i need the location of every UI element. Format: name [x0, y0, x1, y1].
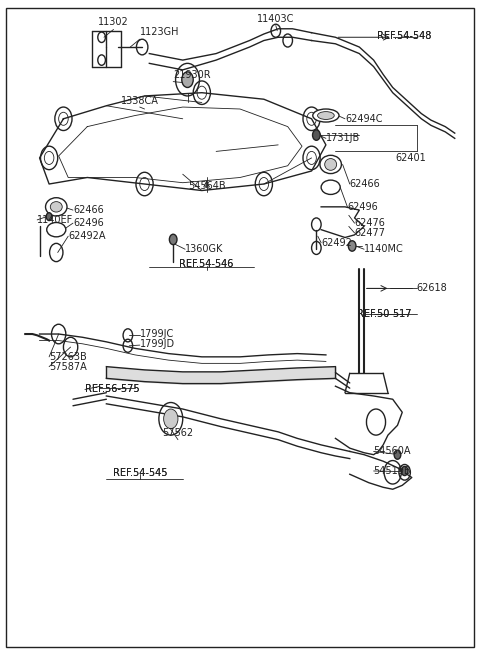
Text: 1140EF: 1140EF — [37, 215, 73, 225]
Text: 57263B: 57263B — [49, 352, 87, 362]
Text: 1360GK: 1360GK — [185, 244, 224, 254]
Text: 54519B: 54519B — [373, 466, 411, 476]
Text: 11302: 11302 — [98, 18, 129, 28]
Text: 11403C: 11403C — [257, 14, 294, 24]
Circle shape — [401, 466, 408, 476]
Text: 1731JB: 1731JB — [326, 134, 360, 143]
Text: REF.50-517: REF.50-517 — [357, 309, 412, 320]
Circle shape — [169, 234, 177, 245]
Ellipse shape — [318, 111, 334, 119]
Text: REF.56-575: REF.56-575 — [85, 384, 140, 394]
Text: 54560A: 54560A — [373, 447, 411, 457]
Text: 62492A: 62492A — [68, 231, 106, 241]
Ellipse shape — [47, 223, 66, 237]
Circle shape — [312, 130, 320, 140]
Text: 62492: 62492 — [321, 238, 352, 248]
Text: 1338CA: 1338CA — [121, 96, 159, 105]
Text: REF.50-517: REF.50-517 — [357, 309, 412, 320]
Text: 62618: 62618 — [417, 284, 447, 293]
Text: 62494C: 62494C — [345, 114, 383, 124]
Text: REF.54-545: REF.54-545 — [112, 468, 167, 477]
Text: 62496: 62496 — [73, 218, 104, 228]
Text: 62477: 62477 — [355, 228, 385, 238]
Ellipse shape — [50, 202, 62, 212]
Ellipse shape — [46, 198, 67, 216]
Circle shape — [46, 213, 52, 221]
Circle shape — [182, 72, 193, 88]
Text: 1140MC: 1140MC — [364, 244, 404, 254]
Text: 62466: 62466 — [73, 205, 104, 215]
Text: REF.54-548: REF.54-548 — [376, 31, 431, 41]
Text: 1799JD: 1799JD — [140, 339, 175, 349]
Text: 54564B: 54564B — [188, 181, 226, 191]
Text: REF.54-545: REF.54-545 — [112, 468, 167, 477]
Ellipse shape — [321, 180, 340, 195]
Text: 62466: 62466 — [350, 179, 381, 189]
Text: 62401: 62401 — [396, 153, 426, 163]
Text: 57587A: 57587A — [49, 362, 87, 371]
Ellipse shape — [324, 159, 336, 170]
Text: 62476: 62476 — [355, 218, 385, 228]
Text: 57562: 57562 — [162, 428, 193, 438]
Ellipse shape — [313, 109, 339, 122]
Text: REF.54-548: REF.54-548 — [376, 31, 431, 41]
Ellipse shape — [320, 155, 341, 174]
Text: 1123GH: 1123GH — [140, 28, 180, 37]
Text: 21930R: 21930R — [173, 69, 211, 80]
Circle shape — [164, 409, 178, 428]
Text: REF.54-546: REF.54-546 — [180, 259, 234, 269]
Text: REF.56-575: REF.56-575 — [85, 384, 140, 394]
Circle shape — [394, 450, 401, 459]
Text: 62496: 62496 — [348, 202, 378, 212]
Circle shape — [348, 241, 356, 251]
Text: REF.54-546: REF.54-546 — [180, 259, 234, 269]
Text: 1799JC: 1799JC — [140, 329, 174, 339]
